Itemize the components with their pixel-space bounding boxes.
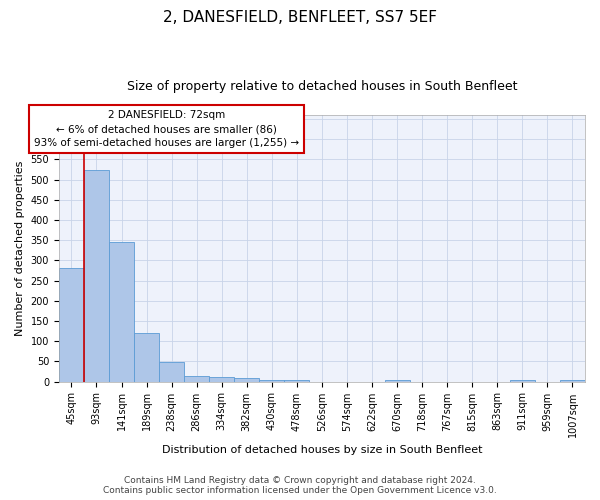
Bar [159,362,184,382]
Bar [184,376,209,382]
X-axis label: Distribution of detached houses by size in South Benfleet: Distribution of detached houses by size … [162,445,482,455]
Y-axis label: Number of detached properties: Number of detached properties [15,160,25,336]
Bar [510,380,535,382]
Bar [59,268,84,382]
Bar [284,380,310,382]
Title: Size of property relative to detached houses in South Benfleet: Size of property relative to detached ho… [127,80,517,93]
Text: 2, DANESFIELD, BENFLEET, SS7 5EF: 2, DANESFIELD, BENFLEET, SS7 5EF [163,10,437,25]
Bar [209,376,234,382]
Bar [234,378,259,382]
Bar [109,242,134,382]
Bar [259,380,284,382]
Bar [84,170,109,382]
Bar [134,333,159,382]
Bar [560,380,585,382]
Bar [385,380,410,382]
Text: 2 DANESFIELD: 72sqm
← 6% of detached houses are smaller (86)
93% of semi-detache: 2 DANESFIELD: 72sqm ← 6% of detached hou… [34,110,299,148]
Text: Contains HM Land Registry data © Crown copyright and database right 2024.
Contai: Contains HM Land Registry data © Crown c… [103,476,497,495]
